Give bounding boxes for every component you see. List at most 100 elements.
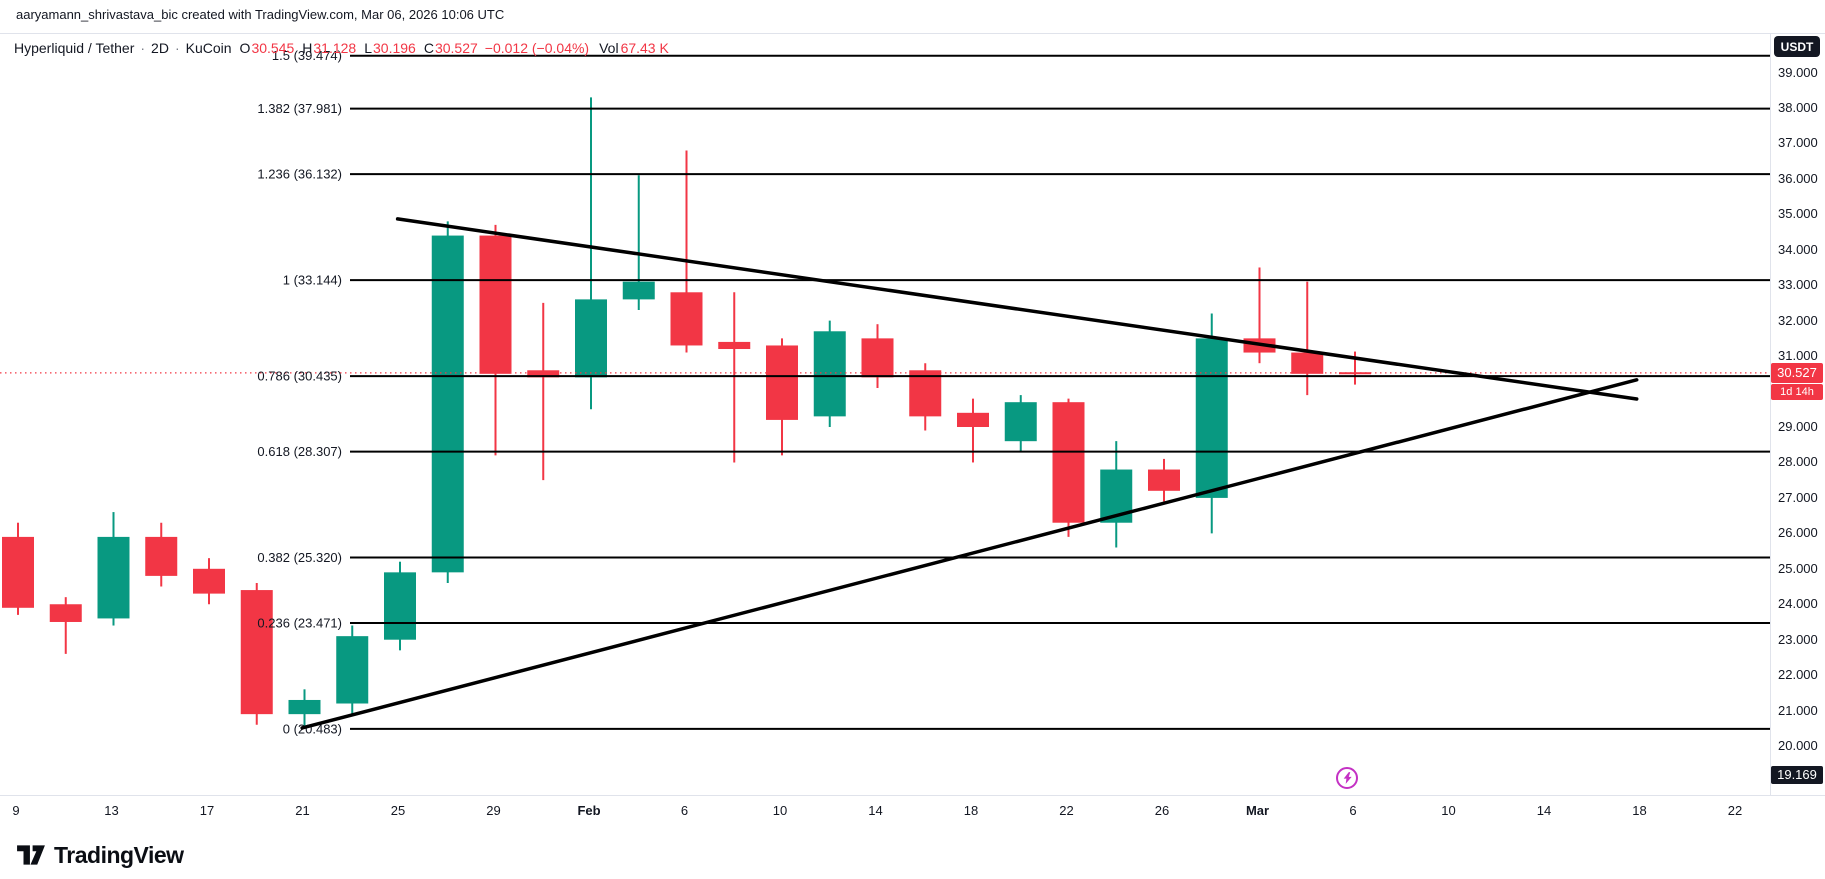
bar-countdown-label: 1d 14h xyxy=(1771,384,1823,400)
candle-body xyxy=(575,299,607,378)
symbol-name[interactable]: Hyperliquid / Tether xyxy=(14,40,135,56)
price-axis-label: 29.000 xyxy=(1778,419,1818,434)
price-axis-label: 34.000 xyxy=(1778,241,1818,257)
price-axis-label: 22.000 xyxy=(1778,667,1818,683)
time-axis-label: 14 xyxy=(868,803,883,818)
ohlc-letter: C xyxy=(423,40,434,56)
candle-body xyxy=(2,536,34,608)
candle[interactable] xyxy=(49,597,82,654)
candle-body xyxy=(336,636,369,704)
fib-level-label: 0 (20.483) xyxy=(283,721,342,736)
candle[interactable] xyxy=(479,224,512,456)
candle[interactable] xyxy=(1004,395,1037,452)
candle[interactable] xyxy=(1291,281,1324,396)
price-axis-label: 25.000 xyxy=(1778,560,1818,576)
time-axis-label: 25 xyxy=(390,803,406,818)
candle[interactable] xyxy=(2,522,34,615)
candle-body xyxy=(1291,352,1324,374)
candle[interactable] xyxy=(909,363,942,431)
price-axis-label: 32.000 xyxy=(1778,312,1818,328)
currency-toggle-button[interactable]: USDT xyxy=(1774,36,1820,57)
chart-legend: Hyperliquid / Tether · 2D · KuCoin O30.545 H31… xyxy=(14,40,669,56)
candle[interactable] xyxy=(1100,441,1133,548)
price-axis-label: 39.000 xyxy=(1778,64,1818,80)
fib-level-label: 0.382 (25.320) xyxy=(257,550,342,565)
tradingview-wordmark: TradingView xyxy=(54,841,184,868)
time-axis-label: 18 xyxy=(963,803,979,818)
candle[interactable] xyxy=(1195,313,1228,534)
time-axis-label: 10 xyxy=(772,803,788,818)
fib-level-label: 0.786 (30.435) xyxy=(257,369,342,384)
time-axis-label: 22 xyxy=(1727,803,1743,818)
candle[interactable] xyxy=(1243,267,1276,364)
fib-level-label: 0.618 (28.307) xyxy=(257,444,342,459)
candle[interactable] xyxy=(240,582,273,725)
candle-body xyxy=(97,536,130,619)
price-axis-label: 31.000 xyxy=(1778,348,1818,364)
ohlc-value: 30.196 xyxy=(373,40,416,56)
candle-body xyxy=(145,536,178,576)
price-axis-label: 38.000 xyxy=(1778,99,1818,115)
candle[interactable] xyxy=(288,689,321,729)
time-axis-label: 18 xyxy=(1632,803,1647,818)
ohlc-letter: H xyxy=(302,40,313,56)
price-axis-label: 36.000 xyxy=(1778,170,1818,186)
time-axis-border xyxy=(0,795,1825,796)
tradingview-logo[interactable]: TradingView xyxy=(16,840,184,870)
price-axis-label: 24.000 xyxy=(1778,596,1818,612)
lower-trendline[interactable] xyxy=(300,378,1639,730)
candle[interactable] xyxy=(431,221,464,583)
candle[interactable] xyxy=(1148,458,1180,502)
candle[interactable] xyxy=(193,558,225,605)
upper-trendline[interactable] xyxy=(395,217,1639,401)
ohlc-letter: O xyxy=(239,40,251,56)
candle[interactable] xyxy=(861,324,894,389)
ohlc-letter: L xyxy=(364,40,373,56)
ohlc-value: 30.545 xyxy=(251,40,295,56)
candle-body xyxy=(622,281,655,300)
candle-body xyxy=(909,370,942,417)
candle[interactable] xyxy=(575,97,607,410)
price-axis-label: 21.000 xyxy=(1778,702,1818,718)
interval-value[interactable]: 2D xyxy=(151,40,169,56)
candle[interactable] xyxy=(813,320,846,427)
candle[interactable] xyxy=(384,561,416,651)
ohlc-value: 30.527 xyxy=(434,40,478,56)
candle-body xyxy=(718,341,751,350)
event-lightning-icon[interactable] xyxy=(1336,767,1358,789)
candle[interactable] xyxy=(145,522,178,587)
price-axis-label: 28.000 xyxy=(1778,454,1818,470)
fib-level-label: 1.5 (39.474) xyxy=(272,48,342,63)
price-axis[interactable]: 39.000 38.000 37.000 36.000 35.000 34.000 33.0… xyxy=(1770,33,1825,795)
price-axis-border xyxy=(1770,33,1771,795)
volume-value: 67.43 K xyxy=(620,40,669,56)
candle[interactable] xyxy=(336,625,369,715)
tradingview-logo-mark xyxy=(17,845,45,865)
candle-body xyxy=(861,338,894,378)
candle[interactable] xyxy=(957,398,989,463)
price-axis-label: 23.000 xyxy=(1778,631,1818,647)
candle[interactable] xyxy=(766,338,798,456)
candle-body xyxy=(288,699,321,715)
candle-body xyxy=(670,292,703,346)
candle-body xyxy=(766,345,798,420)
time-axis-label: Feb xyxy=(577,803,601,818)
time-axis-label: 6 xyxy=(1349,803,1357,818)
time-axis-label: 29 xyxy=(486,803,501,818)
candle[interactable] xyxy=(718,292,751,463)
candle-body xyxy=(384,572,416,640)
time-axis-label: 14 xyxy=(1536,803,1552,818)
candle[interactable] xyxy=(527,302,560,481)
candle-body xyxy=(1004,402,1037,442)
candle[interactable] xyxy=(97,512,130,626)
candle-body xyxy=(193,568,225,594)
candle[interactable] xyxy=(670,150,703,353)
candle[interactable] xyxy=(1052,398,1085,537)
candle-body xyxy=(479,235,512,374)
candle[interactable] xyxy=(622,175,655,311)
time-axis-label: 22 xyxy=(1059,803,1074,818)
time-axis[interactable]: 9 13 17 21 25 29 Feb 6 10 14 18 22 26 Mar 6 10 14 18 22 xyxy=(0,796,1770,826)
time-axis-label: 10 xyxy=(1441,803,1456,818)
